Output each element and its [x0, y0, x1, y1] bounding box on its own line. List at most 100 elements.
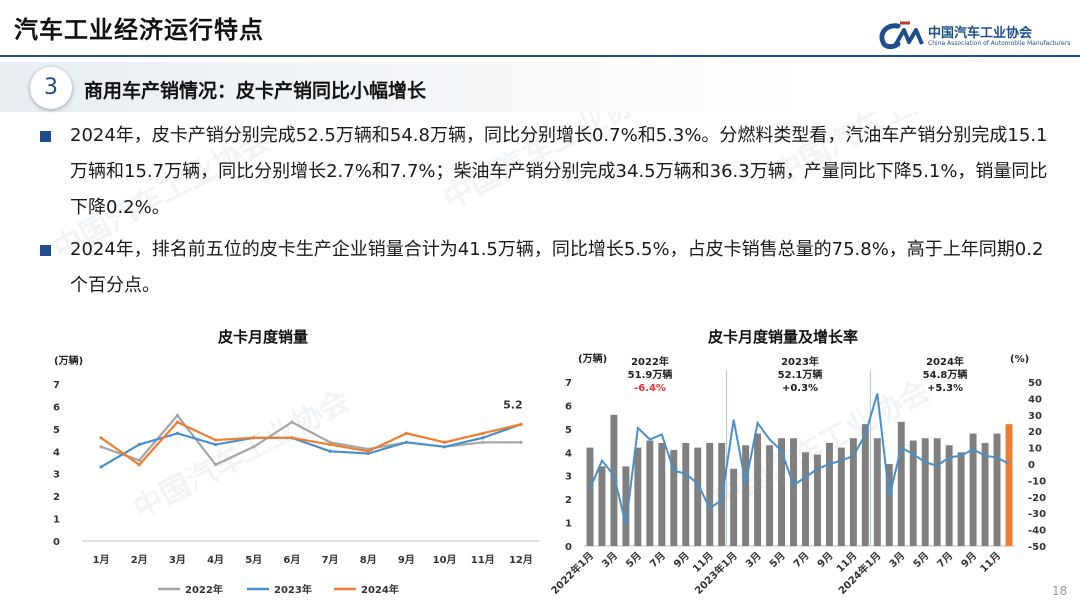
y-right-tick-label: -40 [1028, 526, 1046, 537]
x-tick-label: 7月 [935, 550, 955, 570]
data-point [519, 440, 523, 444]
data-point [442, 440, 447, 444]
data-point [290, 436, 294, 440]
year-annotation-total: 51.9万辆 [628, 368, 673, 381]
bar [598, 466, 606, 546]
section-band [0, 62, 1080, 112]
y-right-tick-label: 10 [1028, 444, 1042, 455]
logo: 中国汽车工业协会 China Association of Automobile… [876, 20, 1070, 52]
legend-label: 2023年 [274, 583, 312, 596]
y-left-tick-label: 1 [565, 519, 572, 530]
data-point [99, 436, 103, 440]
x-tick-label: 12月 [509, 554, 533, 566]
year-annotation-year: 2022年 [631, 355, 669, 368]
y-tick-label: 2 [53, 492, 60, 503]
bar [682, 442, 690, 546]
bar [837, 447, 845, 546]
legend-label: 2022年 [185, 583, 223, 596]
year-annotation-growth: -6.4% [634, 383, 666, 394]
data-point [328, 442, 332, 447]
data-point [99, 465, 103, 469]
chart-title-monthly-sales: 皮卡月度销量 [218, 328, 309, 346]
data-point [252, 445, 256, 449]
bullet-text: 2024年，皮卡产销分别完成52.5万辆和54.8万辆，同比分别增长0.7%和5… [70, 125, 1048, 218]
x-tick-label: 6月 [283, 554, 300, 566]
section-subtitle: 商用车产销情况：皮卡产销同比小幅增长 [84, 80, 427, 102]
x-tick-label: 2月 [131, 554, 148, 566]
data-point [99, 445, 103, 449]
y-left-tick-label: 7 [565, 378, 572, 389]
bar [897, 421, 905, 546]
x-tick-label: 9月 [398, 554, 415, 566]
y-tick-label: 5 [53, 425, 60, 436]
y-right-tick-label: -30 [1028, 509, 1046, 520]
bar [742, 445, 750, 546]
y-left-tick-label: 4 [565, 448, 572, 459]
logo-chinese-name: 中国汽车工业协会 [928, 26, 1033, 41]
bullet-text: 2024年，排名前五位的皮卡生产企业销量合计为41.5万辆，同比增长5.5%，占… [70, 239, 1044, 296]
year-annotation-total: 52.1万辆 [778, 368, 823, 381]
bar [670, 449, 678, 546]
x-tick-label: 3月 [743, 550, 763, 570]
data-point [481, 431, 485, 435]
y-tick-label: 4 [53, 447, 60, 458]
data-point [175, 413, 180, 417]
bar [945, 445, 953, 546]
monthly-sales-growth-combo-chart: (万辆) (%) 0 1 2 3 4 5 6 7 -50 -40 -30 -20 -10 0 10 20 30 40 5… [548, 352, 1046, 597]
bar [969, 433, 977, 546]
bar [993, 433, 1001, 546]
x-tick-label: 4月 [207, 554, 224, 566]
x-tick-label: 1月 [93, 554, 110, 566]
y-right-tick-label: 20 [1028, 427, 1042, 438]
x-tick-label: 9月 [815, 550, 835, 570]
data-point [290, 420, 294, 424]
y-right-tick-label: 40 [1028, 394, 1042, 405]
y-right-tick-label: 50 [1028, 378, 1042, 389]
bar [730, 468, 738, 546]
data-point [252, 436, 256, 440]
bullet-square-icon [40, 245, 51, 256]
bar [754, 433, 762, 546]
x-tick-label: 11月 [978, 550, 1003, 575]
bar [921, 438, 929, 546]
data-point [519, 422, 523, 426]
chart-title-sales-growth: 皮卡月度销量及增长率 [708, 328, 859, 346]
y-right-tick-label: -10 [1028, 476, 1046, 487]
legend-label: 2024年 [361, 583, 399, 596]
bar [873, 438, 881, 546]
bar [802, 452, 809, 546]
x-tick-label: 5月 [624, 550, 644, 570]
bar [933, 438, 941, 546]
y-left-tick-label: 2 [565, 495, 572, 506]
bar [1005, 424, 1013, 546]
bullet-item: 2024年，皮卡产销分别完成52.5万辆和54.8万辆，同比分别增长0.7%和5… [40, 118, 1050, 226]
year-annotation-growth: +0.3% [782, 383, 818, 394]
x-tick-label: 3月 [169, 554, 186, 566]
x-tick-label: 10月 [433, 554, 457, 566]
bar [778, 438, 786, 546]
growth-rate-line [589, 393, 1010, 525]
x-tick-label: 3月 [887, 550, 907, 570]
data-point [404, 431, 409, 435]
x-tick-label: 5月 [245, 554, 262, 566]
bullet-item: 2024年，排名前五位的皮卡生产企业销量合计为41.5万辆，同比增长5.5%，占… [40, 232, 1050, 304]
logo-english-name: China Association of Automobile Manufact… [928, 40, 1071, 47]
year-annotation-growth: +5.3% [927, 383, 963, 394]
year-annotation-year: 2023年 [781, 355, 819, 368]
data-point [481, 440, 485, 444]
data-point [328, 449, 332, 453]
data-point [213, 438, 218, 442]
bar [634, 447, 642, 546]
bar [981, 442, 989, 546]
data-point [175, 420, 180, 424]
data-point [404, 440, 409, 444]
series-line-2023年 [100, 423, 522, 468]
x-tick-label: 9月 [959, 550, 979, 570]
page-number: 18 [1052, 584, 1068, 598]
y-right-tick-label: 30 [1028, 411, 1042, 422]
monthly-sales-line-chart: (万辆) 0 1 2 3 4 5 6 7 1月 2月 3月 4月 5月 6月 7月 8月 9月 10月 11月 12月 5… [53, 354, 540, 596]
data-point [328, 440, 332, 444]
x-tick-label: 8月 [360, 554, 377, 566]
bar [766, 445, 774, 546]
